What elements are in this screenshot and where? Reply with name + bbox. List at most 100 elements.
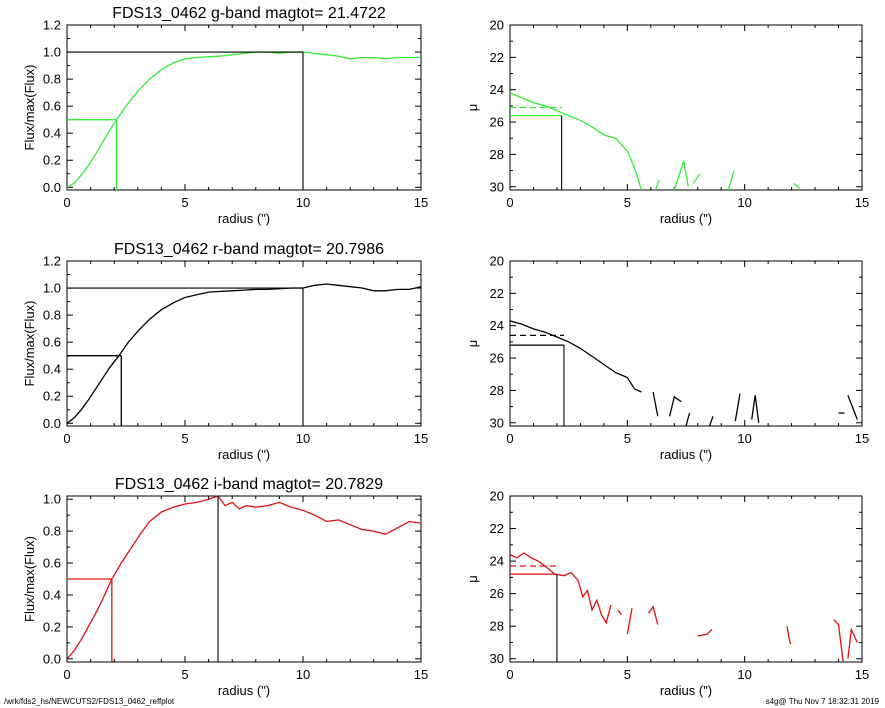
x-tick-label: 10 xyxy=(737,667,751,682)
y-tick-label: 0.4 xyxy=(43,362,61,377)
y-tick-label: 0.4 xyxy=(43,126,61,141)
x-tick-label: 5 xyxy=(181,667,188,682)
profile-segment xyxy=(697,629,713,637)
y-tick-label: 0.8 xyxy=(43,524,61,539)
x-tick-label: 0 xyxy=(506,195,513,210)
plot-area xyxy=(510,552,858,662)
profile-segment xyxy=(786,626,792,645)
x-tick-label: 5 xyxy=(624,667,631,682)
x-tick-label: 15 xyxy=(855,195,869,210)
x-axis-label: radius (") xyxy=(218,211,270,226)
y-tick-label: 28 xyxy=(490,619,504,634)
y-tick-label: 0.8 xyxy=(43,72,61,87)
y-tick-label: 22 xyxy=(490,50,504,65)
x-tick-label: 0 xyxy=(63,195,70,210)
y-tick-label: 22 xyxy=(490,286,504,301)
y-tick-label: 24 xyxy=(490,318,504,333)
x-tick-label: 15 xyxy=(414,195,428,210)
plot-area xyxy=(67,51,421,190)
panel-i-profile: 0 5 10 15 20 22 24 26 28 30 radius (") μ xyxy=(465,489,869,699)
plot-area xyxy=(67,496,421,662)
profile-segment xyxy=(652,391,659,417)
y-tick-label: 30 xyxy=(490,179,504,194)
y-tick-label: 0.2 xyxy=(43,389,61,404)
y-tick-label: 20 xyxy=(490,489,504,504)
y-tick-label: 1.2 xyxy=(43,18,61,33)
y-axis-label: Flux/max(Flux) xyxy=(22,536,37,622)
y-tick-label: 0.8 xyxy=(43,308,61,323)
x-tick-label: 10 xyxy=(737,195,751,210)
y-axis-label: μ xyxy=(465,104,480,112)
x-tick-label: 0 xyxy=(506,667,513,682)
y-tick-label: 0.0 xyxy=(43,651,61,666)
y-tick-label: 0.6 xyxy=(43,556,61,571)
profile-segment xyxy=(685,412,691,426)
y-axis-label: μ xyxy=(465,575,480,583)
panel-i-growth: 0 5 10 15 0.0 0.2 0.4 0.6 0.8 1.0 radius (") Flux/m… xyxy=(22,476,428,698)
x-tick-label: 15 xyxy=(855,667,869,682)
profile-segment xyxy=(617,609,623,616)
x-axis-label: radius (") xyxy=(218,447,270,462)
x-axis-label: radius (") xyxy=(660,683,712,698)
plot-frame xyxy=(66,260,422,427)
x-tick-label: 5 xyxy=(624,431,631,446)
y-tick-label: 0.6 xyxy=(43,335,61,350)
panel-r-growth: 0 5 10 15 0.0 0.2 0.4 0.6 0.8 1.0 1.2 radius (") Flu… xyxy=(22,241,428,462)
x-tick-label: 0 xyxy=(63,431,70,446)
chart-title: FDS13_0462 r-band magtot= 20.7986 xyxy=(114,241,384,258)
profile-segment xyxy=(847,627,858,659)
x-tick-label: 5 xyxy=(624,195,631,210)
x-axis-label: radius (") xyxy=(660,447,712,462)
y-tick-label: 26 xyxy=(490,115,504,130)
series-line xyxy=(67,51,421,188)
footer-timestamp: s4g@ Thu Nov 7 18:32:31 2019 xyxy=(765,697,879,706)
x-tick-label: 15 xyxy=(855,431,869,446)
x-tick-label: 10 xyxy=(737,431,751,446)
y-tick-label: 24 xyxy=(490,554,504,569)
profile-segment xyxy=(510,552,612,625)
profile-segment xyxy=(793,182,801,189)
chart-title: FDS13_0462 g-band magtot= 21.4722 xyxy=(112,5,386,22)
panel-g-profile: 0 5 10 15 20 22 24 26 28 30 radius (") μ xyxy=(465,18,869,227)
plot-frame xyxy=(509,24,863,191)
y-tick-label: 30 xyxy=(490,415,504,430)
profile-segment xyxy=(692,173,701,184)
panel-r-profile: 0 5 10 15 20 22 24 26 28 30 radius (") μ xyxy=(465,254,869,463)
plot-frame xyxy=(66,24,422,191)
plot-frame xyxy=(66,495,422,663)
y-tick-label: 24 xyxy=(490,82,504,97)
y-tick-label: 28 xyxy=(490,147,504,162)
y-tick-label: 0.2 xyxy=(43,153,61,168)
plot-area xyxy=(67,283,421,426)
profile-segment xyxy=(673,160,689,190)
x-tick-label: 5 xyxy=(181,195,188,210)
y-axis-label: Flux/max(Flux) xyxy=(22,301,37,387)
profile-segment xyxy=(734,393,741,422)
y-tick-label: 26 xyxy=(490,586,504,601)
y-tick-label: 1.0 xyxy=(43,45,61,60)
y-tick-label: 0.4 xyxy=(43,587,61,602)
x-tick-label: 10 xyxy=(296,431,310,446)
profile-segment xyxy=(654,180,660,190)
profile-segment xyxy=(626,608,633,635)
profile-segment xyxy=(751,395,760,423)
panel-g-growth: 0 5 10 15 0.0 0.2 0.4 0.6 0.8 1.0 1.2 radius (") Flu… xyxy=(22,5,428,226)
y-tick-label: 22 xyxy=(490,521,504,536)
y-tick-label: 1.0 xyxy=(43,281,61,296)
x-tick-label: 15 xyxy=(414,431,428,446)
profile-segment xyxy=(668,395,682,417)
y-tick-label: 1.2 xyxy=(43,254,61,269)
profile-segment xyxy=(708,416,714,426)
profile-segment xyxy=(647,605,659,625)
y-tick-label: 0.2 xyxy=(43,619,61,634)
profile-segment xyxy=(510,92,643,190)
chart-title: FDS13_0462 i-band magtot= 20.7829 xyxy=(115,476,383,493)
plot-area xyxy=(510,92,801,190)
profile-segment xyxy=(727,170,735,190)
x-tick-label: 10 xyxy=(296,195,310,210)
profile-segment xyxy=(847,395,858,420)
x-tick-label: 0 xyxy=(63,667,70,682)
y-axis-label: μ xyxy=(465,340,480,348)
plot-area xyxy=(510,320,858,426)
